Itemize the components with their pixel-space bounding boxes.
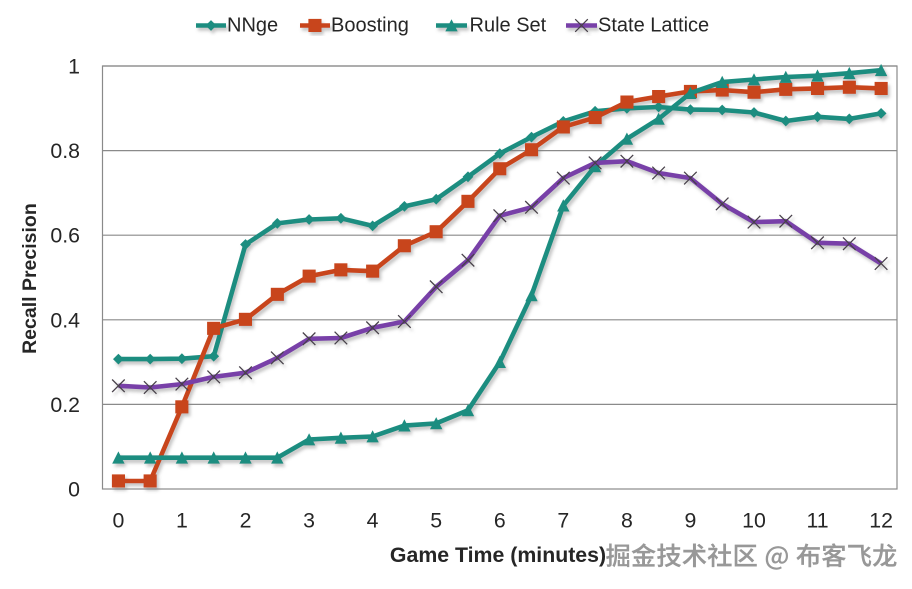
svg-text:0: 0 [112,509,124,533]
svg-text:0: 0 [68,478,80,502]
svg-text:Boosting: Boosting [331,14,409,36]
svg-text:0.4: 0.4 [50,308,80,332]
svg-text:0.2: 0.2 [50,393,80,417]
svg-text:9: 9 [684,509,696,533]
svg-text:Game Time (minutes): Game Time (minutes) [390,543,606,567]
svg-text:12: 12 [869,509,893,533]
svg-text:1: 1 [176,509,188,533]
svg-text:0.8: 0.8 [50,139,80,163]
svg-text:3: 3 [303,509,315,533]
svg-text:8: 8 [621,509,633,533]
svg-text:1: 1 [68,55,80,79]
svg-text:NNge: NNge [227,14,278,36]
svg-text:5: 5 [430,509,442,533]
svg-text:7: 7 [557,509,569,533]
svg-text:6: 6 [494,509,506,533]
svg-text:0.6: 0.6 [50,224,80,248]
svg-text:Rule Set: Rule Set [470,14,547,36]
svg-text:2: 2 [240,509,252,533]
svg-text:Recall Precision: Recall Precision [19,203,41,354]
svg-text:11: 11 [806,509,828,533]
svg-text:4: 4 [367,509,379,533]
svg-text:State Lattice: State Lattice [598,14,709,36]
svg-text:10: 10 [742,509,766,533]
